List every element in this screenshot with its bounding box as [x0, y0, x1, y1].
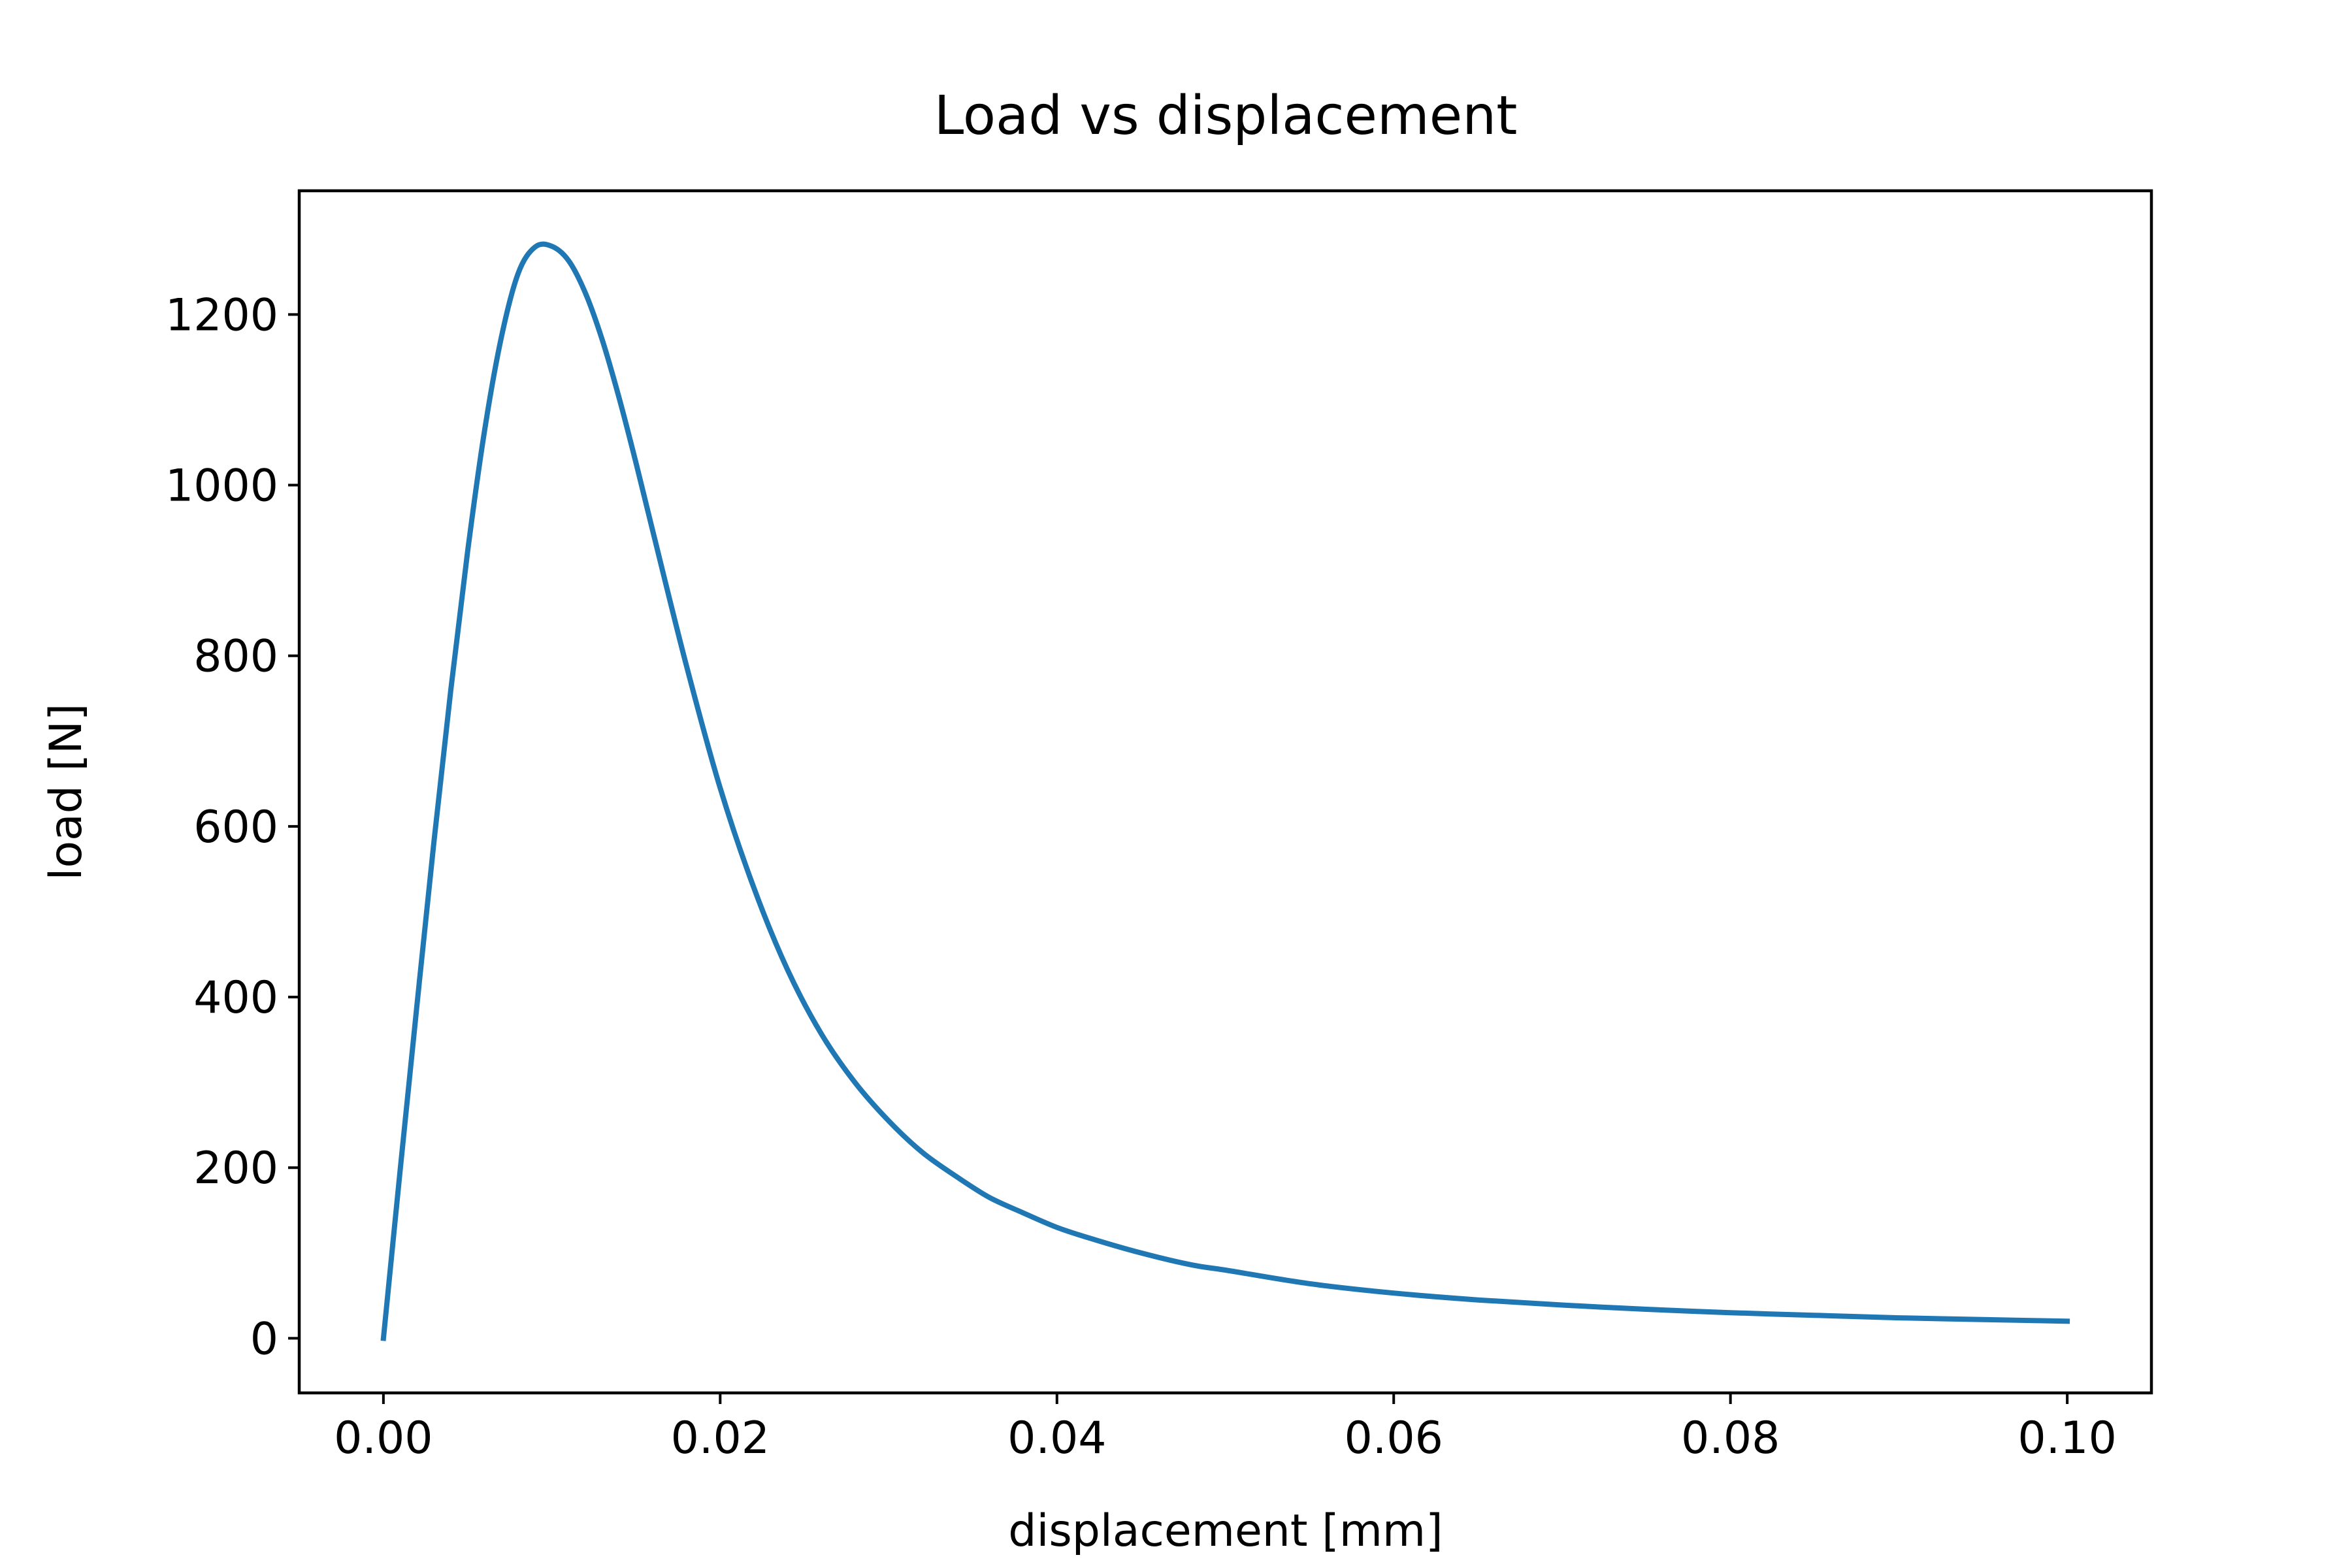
x-axis-ticks: 0.00 0.02 0.04 0.06 0.08 0.10: [334, 1393, 2117, 1464]
y-tick-label: 800: [193, 631, 278, 683]
y-tick-label: 1000: [165, 461, 278, 512]
load-curve-line: [380, 241, 2070, 1341]
x-tick-label: 0.08: [1681, 1413, 1780, 1464]
y-tick-label: 600: [193, 802, 278, 853]
x-tick-label: 0.00: [334, 1413, 433, 1464]
y-tick-label: 400: [193, 972, 278, 1024]
x-tick-label: 0.02: [671, 1413, 770, 1464]
plot-frame: [297, 189, 2153, 1395]
x-axis-label: displacement [mm]: [1008, 1505, 1443, 1557]
x-tick-label: 0.04: [1007, 1413, 1106, 1464]
y-tick-label: 200: [193, 1143, 278, 1194]
y-axis-label: load [N]: [41, 704, 92, 881]
x-tick-label: 0.10: [2017, 1413, 2116, 1464]
y-tick-label: 0: [250, 1313, 278, 1365]
y-tick-label: 1200: [165, 289, 278, 341]
chart-title: Load vs displacement: [934, 85, 1518, 147]
x-tick-label: 0.06: [1345, 1413, 1443, 1464]
y-axis-ticks: 0 200 400 600 800 1000 1200: [165, 289, 299, 1365]
plot-area: [297, 189, 2153, 1395]
